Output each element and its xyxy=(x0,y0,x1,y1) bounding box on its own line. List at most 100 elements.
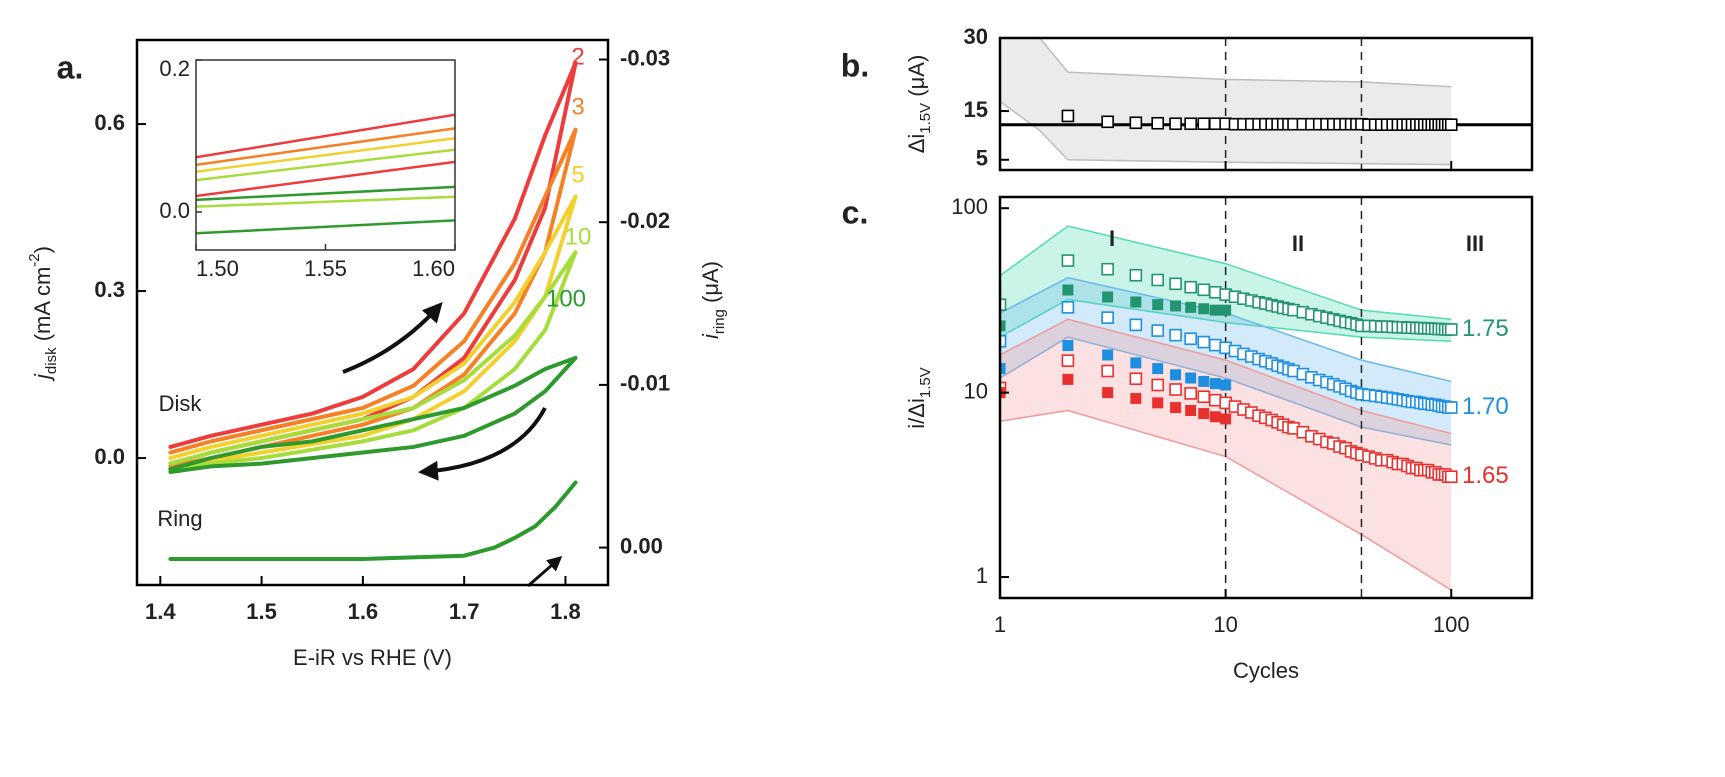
data-line xyxy=(168,127,578,469)
marker xyxy=(1130,296,1142,308)
series-label: 3 xyxy=(571,93,584,120)
plot-area xyxy=(1000,38,1532,170)
series-label: 100 xyxy=(546,285,586,312)
data-line xyxy=(168,355,578,474)
marker xyxy=(1444,118,1458,132)
inset-line xyxy=(196,195,455,208)
marker xyxy=(1152,397,1164,409)
y-tick-label: 5 xyxy=(976,146,988,171)
panel-label: a. xyxy=(57,49,84,85)
axis-label: jdisk (mA cm-2) xyxy=(26,246,60,382)
label-part: (μA) xyxy=(904,55,929,103)
marker xyxy=(1152,299,1164,311)
marker xyxy=(1061,354,1075,367)
marker xyxy=(1102,349,1114,361)
marker xyxy=(1169,117,1182,131)
x-tick-label: 100 xyxy=(1433,612,1470,637)
inset-line xyxy=(196,113,455,159)
x-axis-label: E-iR vs RHE (V) xyxy=(293,645,452,670)
marker xyxy=(1102,387,1114,399)
marker xyxy=(1169,328,1182,342)
marker xyxy=(1197,335,1211,349)
marker xyxy=(1444,470,1458,484)
marker xyxy=(1151,116,1165,130)
y2-tick-label: -0.01 xyxy=(620,371,670,396)
marker xyxy=(1197,283,1211,297)
label-part: 1.5V xyxy=(917,367,934,398)
marker xyxy=(1184,387,1197,400)
marker xyxy=(1000,363,1006,375)
inset-y-tick-label: 0.2 xyxy=(159,56,190,81)
y-tick-label: 100 xyxy=(951,194,988,219)
label-part: i xyxy=(698,333,723,339)
band-edge xyxy=(1000,318,1452,435)
x-axis-label: Cycles xyxy=(1233,658,1299,683)
y2-tick-label: 0.00 xyxy=(620,533,663,558)
series-label: 1.75 xyxy=(1462,315,1509,342)
x-tick-label: 10 xyxy=(1213,612,1237,637)
plot-area xyxy=(168,60,578,561)
y-tick-label: 10 xyxy=(964,378,988,403)
marker xyxy=(1444,401,1458,414)
arrow xyxy=(342,302,443,374)
marker xyxy=(1062,340,1074,352)
inset-x-tick-label: 1.50 xyxy=(196,256,239,281)
label-part: Δi xyxy=(904,134,929,154)
inset-x-tick-label: 1.55 xyxy=(304,256,347,281)
marker xyxy=(1184,332,1197,346)
marker xyxy=(1129,372,1143,385)
inset-line xyxy=(196,160,455,198)
marker xyxy=(1101,262,1114,276)
label-part: j xyxy=(30,373,55,382)
x-tick-label: 1.7 xyxy=(449,599,480,624)
inset-line xyxy=(196,219,455,235)
marker xyxy=(1197,390,1211,404)
marker xyxy=(1151,324,1165,337)
marker xyxy=(1061,109,1075,123)
arrow xyxy=(527,556,563,588)
marker xyxy=(1185,372,1197,384)
marker xyxy=(1169,383,1182,396)
plot-frame xyxy=(998,195,1534,600)
x-tick-label: 1.8 xyxy=(550,599,581,624)
y-tick-label: 30 xyxy=(964,24,988,49)
inset-x-tick-label: 1.60 xyxy=(412,256,455,281)
marker xyxy=(1220,379,1232,391)
y-tick-label: 1 xyxy=(976,563,988,588)
marker xyxy=(1000,334,1007,348)
marker xyxy=(1209,411,1221,423)
marker xyxy=(1129,318,1143,332)
label-part: (mA cm xyxy=(30,267,55,348)
marker xyxy=(1209,378,1221,390)
marker xyxy=(1130,392,1142,404)
annotation: Disk xyxy=(159,391,203,416)
marker xyxy=(1209,304,1221,316)
marker xyxy=(1208,117,1222,131)
series-label: 10 xyxy=(565,223,592,250)
marker xyxy=(1208,393,1222,407)
series-label: 1.65 xyxy=(1462,462,1509,489)
label-part: 1.5V xyxy=(917,103,934,134)
band-edge xyxy=(1000,225,1452,320)
marker xyxy=(1198,375,1210,387)
plot-frame xyxy=(998,36,1534,172)
axis-label: Δi1.5V (μA) xyxy=(904,55,935,154)
series-label: 2 xyxy=(571,43,584,70)
label-part: ring xyxy=(711,309,728,334)
marker xyxy=(1170,369,1182,381)
label-part: ) xyxy=(30,246,55,253)
marker xyxy=(1152,363,1164,375)
marker xyxy=(1151,378,1165,392)
marker xyxy=(1000,298,1007,311)
annotation: Ring xyxy=(157,506,202,531)
x-tick-label: 1 xyxy=(994,612,1006,637)
y2-tick-label: -0.03 xyxy=(620,45,670,70)
label-part: i/Δi xyxy=(904,398,929,429)
marker xyxy=(1208,285,1222,299)
marker xyxy=(1062,284,1074,296)
marker xyxy=(1185,405,1197,417)
marker xyxy=(1129,116,1143,130)
marker xyxy=(1184,117,1197,131)
inset-line xyxy=(196,137,455,173)
y-tick-label: 0.0 xyxy=(94,444,125,469)
